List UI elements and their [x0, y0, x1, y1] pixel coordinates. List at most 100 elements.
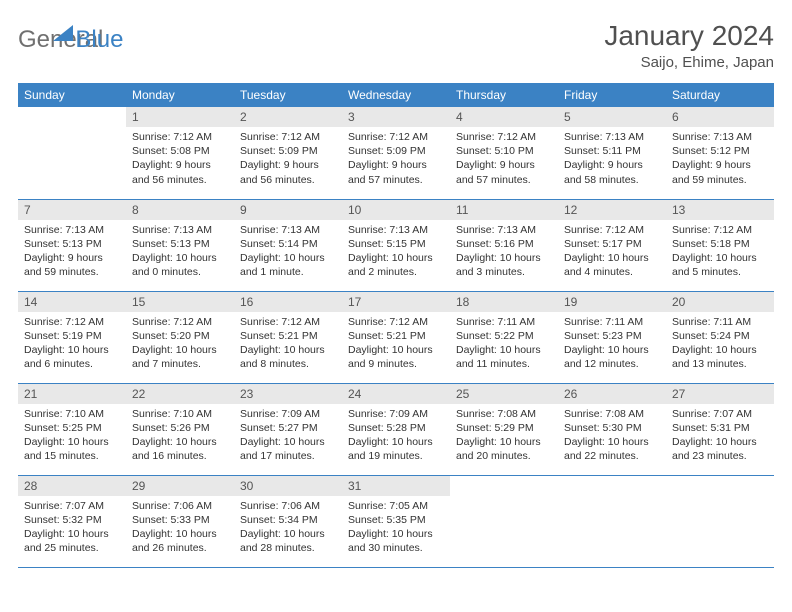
sunset-text: Sunset: 5:13 PM [132, 237, 228, 251]
day-number: 14 [18, 292, 126, 312]
sunrise-text: Sunrise: 7:07 AM [672, 407, 768, 421]
sunset-text: Sunset: 5:32 PM [24, 513, 120, 527]
day-details: Sunrise: 7:10 AMSunset: 5:26 PMDaylight:… [126, 404, 234, 468]
day-number: 9 [234, 200, 342, 220]
sunrise-text: Sunrise: 7:13 AM [672, 130, 768, 144]
title-block: January 2024 Saijo, Ehime, Japan [604, 20, 774, 71]
day-header: Sunday [18, 83, 126, 107]
day-number: 3 [342, 107, 450, 127]
day-details: Sunrise: 7:13 AMSunset: 5:11 PMDaylight:… [558, 127, 666, 191]
calendar-cell: 6Sunrise: 7:13 AMSunset: 5:12 PMDaylight… [666, 107, 774, 199]
day-details: Sunrise: 7:13 AMSunset: 5:16 PMDaylight:… [450, 220, 558, 284]
sunrise-text: Sunrise: 7:13 AM [456, 223, 552, 237]
daylight-text: Daylight: 10 hours and 7 minutes. [132, 343, 228, 371]
calendar-cell [666, 475, 774, 567]
day-number: 25 [450, 384, 558, 404]
calendar-cell: 12Sunrise: 7:12 AMSunset: 5:17 PMDayligh… [558, 199, 666, 291]
day-number: 11 [450, 200, 558, 220]
day-number: 1 [126, 107, 234, 127]
day-details: Sunrise: 7:11 AMSunset: 5:23 PMDaylight:… [558, 312, 666, 376]
calendar-cell: 27Sunrise: 7:07 AMSunset: 5:31 PMDayligh… [666, 383, 774, 475]
calendar-cell: 8Sunrise: 7:13 AMSunset: 5:13 PMDaylight… [126, 199, 234, 291]
calendar-cell: 10Sunrise: 7:13 AMSunset: 5:15 PMDayligh… [342, 199, 450, 291]
calendar-row: 1Sunrise: 7:12 AMSunset: 5:08 PMDaylight… [18, 107, 774, 199]
daylight-text: Daylight: 9 hours and 57 minutes. [456, 158, 552, 186]
day-number: 21 [18, 384, 126, 404]
header: General Blue January 2024 Saijo, Ehime, … [18, 20, 774, 71]
daylight-text: Daylight: 10 hours and 11 minutes. [456, 343, 552, 371]
day-number: 2 [234, 107, 342, 127]
daylight-text: Daylight: 10 hours and 9 minutes. [348, 343, 444, 371]
sunset-text: Sunset: 5:10 PM [456, 144, 552, 158]
calendar-cell [558, 475, 666, 567]
day-number: 30 [234, 476, 342, 496]
logo-triangle-icon [53, 25, 73, 41]
daylight-text: Daylight: 10 hours and 22 minutes. [564, 435, 660, 463]
daylight-text: Daylight: 9 hours and 59 minutes. [672, 158, 768, 186]
day-number: 16 [234, 292, 342, 312]
calendar-row: 28Sunrise: 7:07 AMSunset: 5:32 PMDayligh… [18, 475, 774, 567]
day-header-row: Sunday Monday Tuesday Wednesday Thursday… [18, 83, 774, 107]
sunrise-text: Sunrise: 7:05 AM [348, 499, 444, 513]
day-details: Sunrise: 7:12 AMSunset: 5:08 PMDaylight:… [126, 127, 234, 191]
day-details: Sunrise: 7:11 AMSunset: 5:22 PMDaylight:… [450, 312, 558, 376]
sunset-text: Sunset: 5:27 PM [240, 421, 336, 435]
daylight-text: Daylight: 10 hours and 5 minutes. [672, 251, 768, 279]
day-number: 7 [18, 200, 126, 220]
sunset-text: Sunset: 5:26 PM [132, 421, 228, 435]
day-number: 22 [126, 384, 234, 404]
calendar-cell: 31Sunrise: 7:05 AMSunset: 5:35 PMDayligh… [342, 475, 450, 567]
day-number: 17 [342, 292, 450, 312]
sunset-text: Sunset: 5:22 PM [456, 329, 552, 343]
sunset-text: Sunset: 5:21 PM [348, 329, 444, 343]
day-details: Sunrise: 7:09 AMSunset: 5:28 PMDaylight:… [342, 404, 450, 468]
sunrise-text: Sunrise: 7:11 AM [672, 315, 768, 329]
sunset-text: Sunset: 5:19 PM [24, 329, 120, 343]
calendar-cell [450, 475, 558, 567]
calendar-cell: 15Sunrise: 7:12 AMSunset: 5:20 PMDayligh… [126, 291, 234, 383]
calendar-row: 7Sunrise: 7:13 AMSunset: 5:13 PMDaylight… [18, 199, 774, 291]
day-details: Sunrise: 7:12 AMSunset: 5:17 PMDaylight:… [558, 220, 666, 284]
daylight-text: Daylight: 10 hours and 6 minutes. [24, 343, 120, 371]
sunset-text: Sunset: 5:08 PM [132, 144, 228, 158]
calendar-cell: 13Sunrise: 7:12 AMSunset: 5:18 PMDayligh… [666, 199, 774, 291]
day-header: Wednesday [342, 83, 450, 107]
calendar-cell: 11Sunrise: 7:13 AMSunset: 5:16 PMDayligh… [450, 199, 558, 291]
sunset-text: Sunset: 5:24 PM [672, 329, 768, 343]
calendar-row: 14Sunrise: 7:12 AMSunset: 5:19 PMDayligh… [18, 291, 774, 383]
calendar-cell: 16Sunrise: 7:12 AMSunset: 5:21 PMDayligh… [234, 291, 342, 383]
day-details: Sunrise: 7:09 AMSunset: 5:27 PMDaylight:… [234, 404, 342, 468]
daylight-text: Daylight: 10 hours and 12 minutes. [564, 343, 660, 371]
sunset-text: Sunset: 5:09 PM [348, 144, 444, 158]
sunrise-text: Sunrise: 7:06 AM [240, 499, 336, 513]
sunrise-text: Sunrise: 7:13 AM [132, 223, 228, 237]
sunset-text: Sunset: 5:23 PM [564, 329, 660, 343]
daylight-text: Daylight: 10 hours and 17 minutes. [240, 435, 336, 463]
calendar-cell: 1Sunrise: 7:12 AMSunset: 5:08 PMDaylight… [126, 107, 234, 199]
sunrise-text: Sunrise: 7:12 AM [132, 130, 228, 144]
day-number: 28 [18, 476, 126, 496]
daylight-text: Daylight: 10 hours and 15 minutes. [24, 435, 120, 463]
sunset-text: Sunset: 5:18 PM [672, 237, 768, 251]
calendar-cell: 25Sunrise: 7:08 AMSunset: 5:29 PMDayligh… [450, 383, 558, 475]
sunset-text: Sunset: 5:25 PM [24, 421, 120, 435]
sunrise-text: Sunrise: 7:06 AM [132, 499, 228, 513]
daylight-text: Daylight: 10 hours and 19 minutes. [348, 435, 444, 463]
sunrise-text: Sunrise: 7:13 AM [348, 223, 444, 237]
sunrise-text: Sunrise: 7:13 AM [240, 223, 336, 237]
day-number: 29 [126, 476, 234, 496]
sunrise-text: Sunrise: 7:12 AM [348, 130, 444, 144]
calendar-cell: 20Sunrise: 7:11 AMSunset: 5:24 PMDayligh… [666, 291, 774, 383]
sunset-text: Sunset: 5:12 PM [672, 144, 768, 158]
sunrise-text: Sunrise: 7:12 AM [456, 130, 552, 144]
daylight-text: Daylight: 10 hours and 1 minute. [240, 251, 336, 279]
sunset-text: Sunset: 5:33 PM [132, 513, 228, 527]
sunset-text: Sunset: 5:11 PM [564, 144, 660, 158]
day-details: Sunrise: 7:12 AMSunset: 5:19 PMDaylight:… [18, 312, 126, 376]
sunset-text: Sunset: 5:09 PM [240, 144, 336, 158]
daylight-text: Daylight: 9 hours and 57 minutes. [348, 158, 444, 186]
day-number: 13 [666, 200, 774, 220]
sunset-text: Sunset: 5:31 PM [672, 421, 768, 435]
calendar-cell: 18Sunrise: 7:11 AMSunset: 5:22 PMDayligh… [450, 291, 558, 383]
sunrise-text: Sunrise: 7:11 AM [564, 315, 660, 329]
